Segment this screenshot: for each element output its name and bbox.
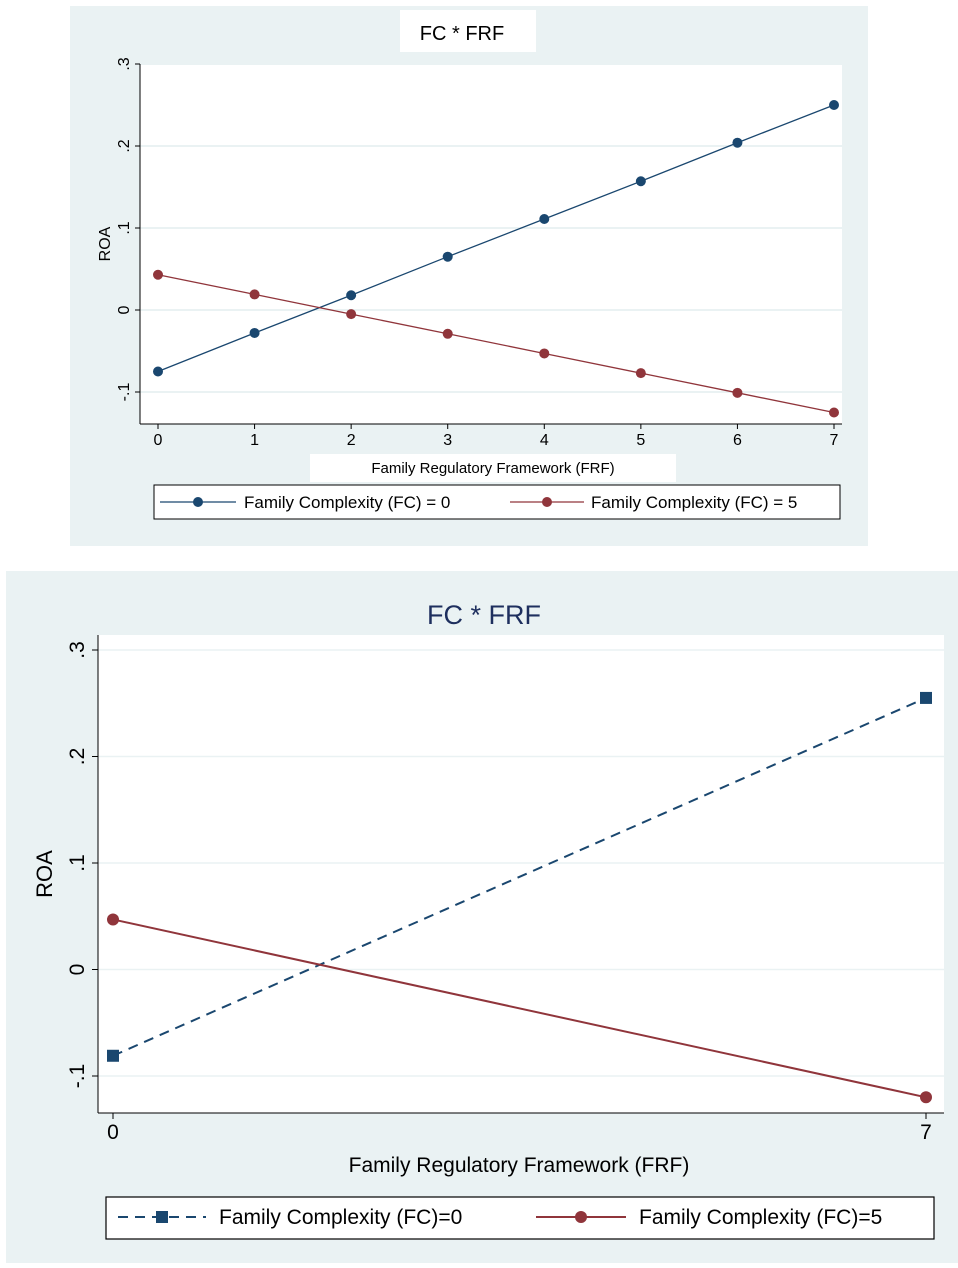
chart-top-x-ticks: 0 1 2 3 4 5 6 7 — [154, 424, 839, 449]
x-tick-label: 3 — [443, 432, 452, 449]
x-tick-label: 0 — [107, 1121, 119, 1144]
series-0-point — [635, 176, 646, 187]
chart-bottom-title: FC * FRF — [427, 600, 541, 630]
series-0-line — [112, 697, 927, 1057]
legend-series-1-label: Family Complexity (FC) = 5 — [591, 493, 797, 512]
chart-bottom-y-ticks: -.1 0 .1 .2 .3 — [66, 641, 98, 1088]
x-tick-label: 6 — [733, 432, 742, 449]
chart-bottom-y-axis-label: ROA — [32, 850, 57, 898]
x-tick-label: 1 — [250, 432, 259, 449]
series-1-point — [920, 1091, 932, 1104]
chart-top-plot-area — [140, 64, 842, 424]
series-0-point — [829, 100, 839, 110]
chart-bottom-plot-area — [98, 635, 944, 1113]
series-1-point — [829, 407, 839, 418]
series-0-point — [346, 290, 357, 301]
y-tick-label: 0 — [116, 305, 133, 314]
y-tick-label: -.1 — [66, 1064, 89, 1089]
series-1-line — [112, 918, 927, 1099]
chart-top-title-box — [400, 10, 536, 52]
legend-series-0-label: Family Complexity (FC)=0 — [219, 1206, 462, 1229]
series-1-point — [153, 269, 163, 280]
y-tick-label: .1 — [66, 854, 89, 872]
y-tick-label: -.1 — [116, 383, 133, 402]
y-tick-label: .2 — [66, 748, 89, 766]
series-0-point — [442, 251, 453, 262]
series-1-point — [249, 289, 260, 300]
x-tick-label: 2 — [347, 432, 356, 449]
series-0-point — [249, 327, 260, 338]
chart-top-title: FC * FRF — [420, 23, 504, 45]
series-0-point — [107, 1049, 119, 1062]
series-1-point — [442, 328, 453, 339]
series-1-line — [157, 274, 835, 414]
y-tick-label: .3 — [116, 57, 133, 70]
chart-top-y-axis-label: ROA — [97, 226, 114, 261]
y-tick-label: .2 — [116, 139, 133, 152]
legend-series-0-label: Family Complexity (FC) = 0 — [244, 493, 450, 512]
chart-top-series — [153, 100, 839, 418]
series-1-point — [346, 309, 357, 320]
chart-bottom-legend: Family Complexity (FC)=0 Family Complexit… — [105, 1196, 935, 1240]
series-0-point — [732, 137, 743, 148]
series-0-point — [153, 366, 163, 377]
x-tick-label: 7 — [920, 1121, 932, 1144]
legend-series-1-label: Family Complexity (FC)=5 — [639, 1206, 882, 1229]
series-1-point — [635, 368, 646, 379]
chart-top-legend: Family Complexity (FC) = 0 Family Complex… — [153, 484, 841, 520]
legend-series-0-marker — [156, 1211, 168, 1223]
legend-series-1-marker — [542, 497, 552, 507]
series-1-point — [732, 387, 743, 398]
x-tick-label: 7 — [830, 432, 839, 449]
y-tick-label: .3 — [66, 641, 89, 659]
chart-top-gridlines — [140, 63, 842, 393]
chart-bottom-gridlines — [98, 649, 944, 1077]
series-1-point — [107, 913, 119, 926]
chart-top-axes — [139, 64, 842, 425]
chart-top-y-ticks: -.1 0 .1 .2 .3 — [116, 57, 140, 401]
legend-series-0-marker — [193, 497, 203, 507]
series-0-point — [920, 691, 932, 704]
legend-series-1-marker — [575, 1211, 587, 1223]
chart-top: FC * FRF -.1 0 .1 .2 .3 0 1 2 3 4 5 6 7 ROA Family … — [70, 6, 868, 546]
chart-top-xlabel-box — [310, 454, 676, 482]
chart-top-x-axis-label: Family Regulatory Framework (FRF) — [371, 460, 614, 477]
chart-bottom-series — [107, 691, 932, 1104]
chart-bottom-x-axis-label: Family Regulatory Framework (FRF) — [349, 1154, 690, 1177]
series-1-point — [539, 348, 550, 359]
series-0-line — [157, 104, 835, 373]
x-tick-label: 4 — [540, 432, 549, 449]
chart-bottom-axes — [97, 635, 944, 1114]
y-tick-label: 0 — [66, 964, 89, 976]
x-tick-label: 5 — [636, 432, 645, 449]
series-0-point — [539, 213, 550, 224]
y-tick-label: .1 — [116, 221, 133, 234]
x-tick-label: 0 — [154, 432, 163, 449]
